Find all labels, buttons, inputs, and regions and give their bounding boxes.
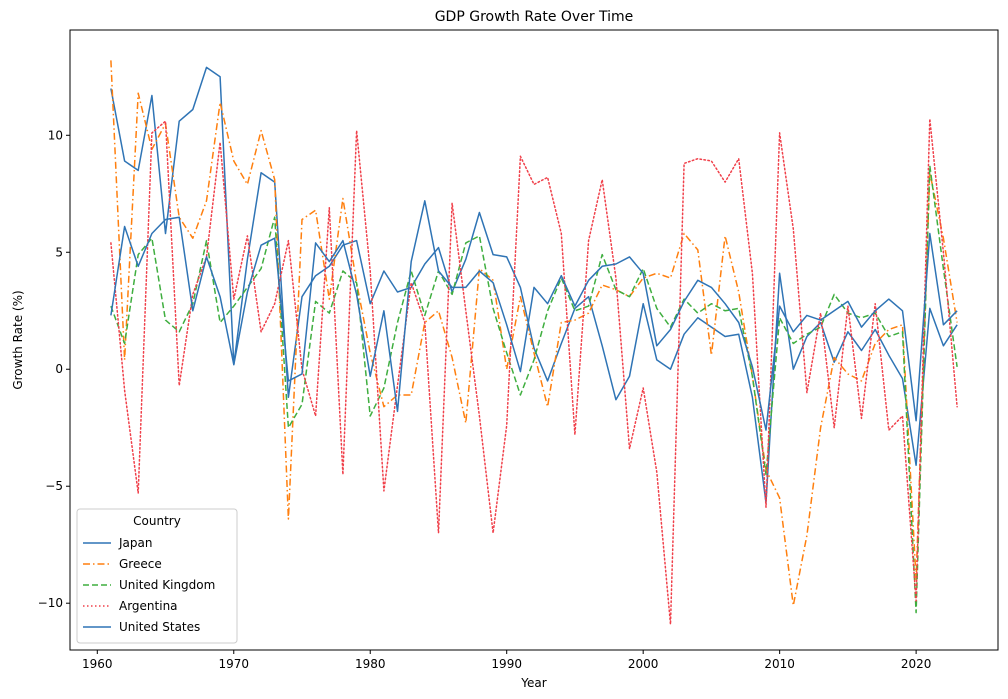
legend-box <box>76 508 238 644</box>
x-tick-label: 1990 <box>491 657 522 671</box>
legend-title: Country <box>133 514 181 528</box>
series-line-japan <box>110 66 958 504</box>
series-line-united-kingdom <box>110 164 958 614</box>
y-tick-label: −5 <box>45 479 63 493</box>
chart-title: GDP Growth Rate Over Time <box>435 9 634 25</box>
y-axis-title: Growth Rate (%) <box>11 290 25 389</box>
y-tick-label: −10 <box>38 596 63 610</box>
x-axis: 1960 1970 1980 1990 2000 2010 2020 <box>82 650 931 671</box>
x-tick-label: 1970 <box>218 657 249 671</box>
x-tick-label: 1960 <box>82 657 113 671</box>
x-tick-label: 2000 <box>628 657 659 671</box>
y-axis: −10 −5 0 5 10 <box>38 128 70 610</box>
legend-label: Japan <box>118 536 152 550</box>
x-tick-label: 1980 <box>355 657 386 671</box>
series-layer <box>110 60 958 626</box>
legend-label: Argentina <box>119 599 178 613</box>
legend: Country Japan Greece United Kingdom Argenti… <box>76 508 238 644</box>
series-line-greece <box>110 60 958 607</box>
legend-label: United States <box>119 620 200 634</box>
y-tick-label: 5 <box>55 245 63 259</box>
legend-items: Japan Greece United Kingdom Argentina United… <box>83 536 215 634</box>
y-tick-label: 10 <box>48 128 63 142</box>
x-axis-title: Year <box>520 676 546 690</box>
x-tick-label: 2020 <box>901 657 932 671</box>
series-line-argentina <box>110 118 958 626</box>
plot-frame <box>69 29 999 651</box>
series-line-united-states <box>110 200 958 431</box>
legend-label: Greece <box>119 557 162 571</box>
legend-label: United Kingdom <box>119 578 215 592</box>
x-tick-label: 2010 <box>764 657 795 671</box>
y-tick-label: 0 <box>55 362 63 376</box>
